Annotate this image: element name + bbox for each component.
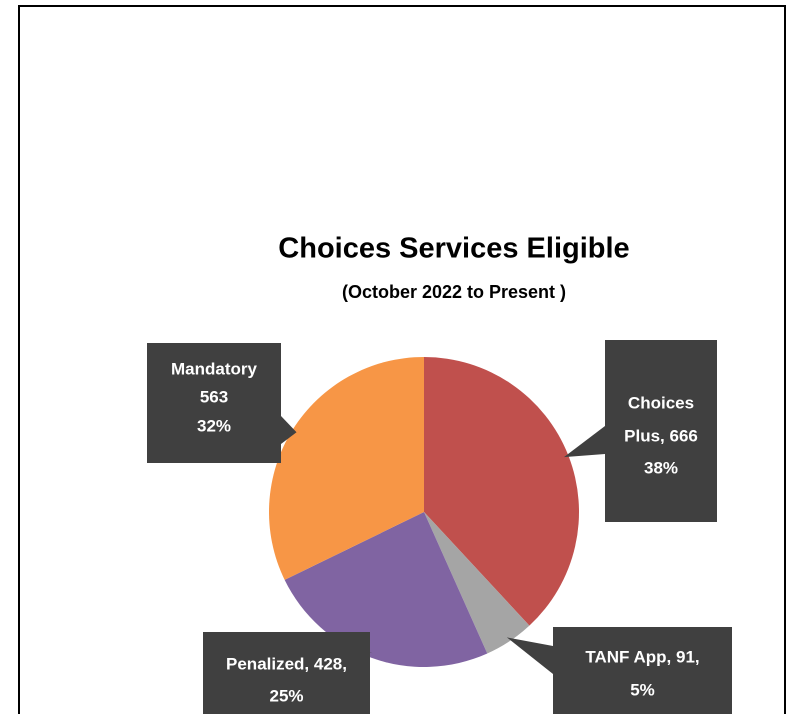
pie-slice [424, 357, 579, 626]
pie-slice [269, 357, 424, 580]
data-label: 38% [644, 458, 678, 477]
label-box [203, 632, 370, 714]
label-box [147, 343, 281, 463]
chart-title: Choices Services Eligible [278, 233, 629, 265]
label-pointer [506, 637, 553, 674]
label-pointer [281, 416, 297, 444]
data-label: 5% [630, 680, 655, 699]
data-label: Plus, 666 [624, 426, 698, 445]
data-label: TANF App, 91, [585, 647, 699, 666]
data-label: Choices [628, 393, 694, 412]
data-label: 25% [269, 686, 303, 705]
pie-slice [284, 512, 488, 667]
label-box [605, 340, 717, 522]
data-label: 563 [200, 387, 228, 406]
pie-slice [424, 512, 530, 654]
data-label: Mandatory [171, 359, 258, 378]
label-pointer [563, 426, 605, 458]
label-box [553, 627, 732, 714]
chart-subtitle: (October 2022 to Present ) [342, 282, 566, 302]
data-label: 32% [197, 416, 231, 435]
data-label: Penalized, 428, [226, 654, 347, 673]
